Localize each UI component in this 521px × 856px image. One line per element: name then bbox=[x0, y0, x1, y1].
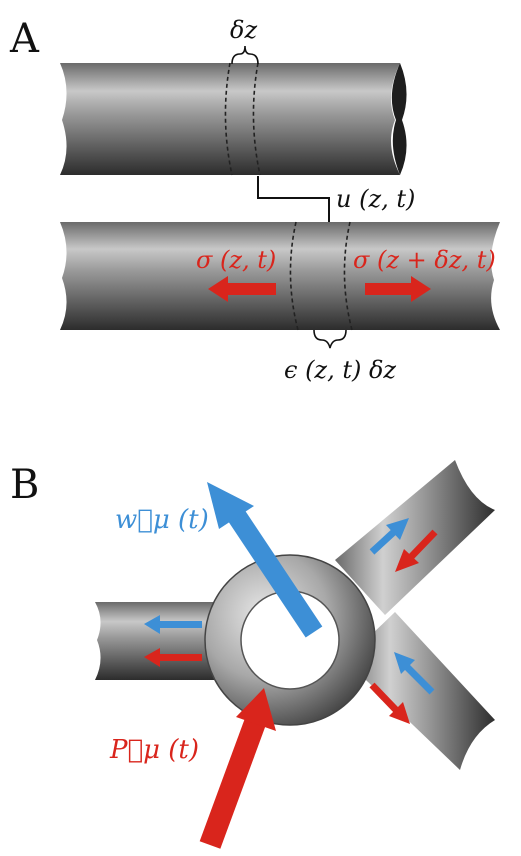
panel-b-letter: B bbox=[10, 462, 39, 508]
branch-left bbox=[95, 602, 240, 680]
upper-right-red-arrow bbox=[395, 529, 438, 572]
branch-upper-right bbox=[335, 460, 495, 615]
flow-arrow bbox=[207, 482, 323, 638]
panel-a-letter: A bbox=[9, 16, 40, 62]
lower-right-red-arrow bbox=[369, 682, 410, 724]
lower-right-blue-arrow bbox=[394, 652, 435, 695]
strain-brace bbox=[313, 329, 347, 349]
displacement-label: u (z, t) bbox=[336, 185, 415, 213]
strain-label: ϵ (z, t) δz bbox=[284, 356, 396, 384]
displacement-connector bbox=[257, 176, 330, 228]
left-branch-red-arrow bbox=[144, 648, 202, 667]
lower-tube bbox=[60, 221, 500, 331]
flow-label: w⃗μ (t) bbox=[115, 505, 209, 535]
upper-right-blue-arrow bbox=[369, 518, 409, 555]
stress-left-label: σ (z, t) bbox=[196, 246, 276, 274]
upper-tube bbox=[60, 62, 407, 176]
stress-right-arrow bbox=[365, 276, 431, 302]
pressure-label: P⃗μ (t) bbox=[109, 735, 199, 765]
delta-z-label: δz bbox=[230, 16, 257, 44]
left-branch-blue-arrow bbox=[144, 615, 202, 634]
stress-right-label: σ (z + δz, t) bbox=[353, 246, 496, 274]
stress-left-arrow bbox=[208, 276, 276, 302]
delta-z-brace bbox=[231, 45, 259, 65]
pressure-arrow bbox=[199, 688, 276, 849]
branch-lower-right bbox=[345, 612, 495, 770]
